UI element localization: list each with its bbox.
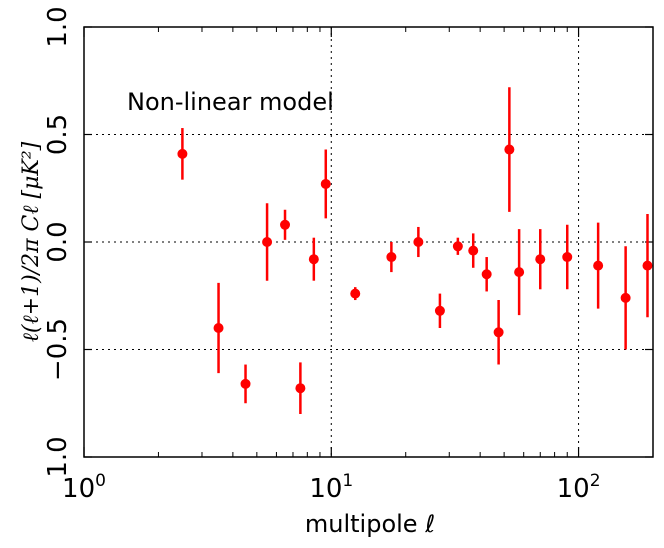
x-tick-label: 100 bbox=[62, 471, 106, 504]
grid-lines bbox=[84, 27, 653, 457]
data-marker bbox=[320, 178, 331, 189]
data-marker bbox=[386, 252, 397, 263]
data-marker bbox=[535, 254, 546, 265]
data-marker bbox=[240, 378, 251, 389]
y-tick-label: 0.0 bbox=[43, 221, 73, 262]
data-point-6 bbox=[295, 362, 306, 414]
data-point-14 bbox=[468, 233, 479, 268]
y-axis-label: ℓ(ℓ+1)/2π Cℓ [μK²] bbox=[19, 141, 44, 342]
data-point-3 bbox=[240, 364, 251, 404]
data-point-23 bbox=[642, 214, 653, 318]
y-tick-label: −0.5 bbox=[43, 318, 73, 381]
y-tick-label: 0.5 bbox=[43, 114, 73, 155]
data-point-22 bbox=[620, 246, 631, 350]
data-marker bbox=[262, 237, 273, 247]
data-point-1 bbox=[177, 128, 188, 180]
data-point-18 bbox=[514, 229, 525, 316]
data-marker bbox=[481, 269, 492, 280]
plot-frame bbox=[83, 26, 654, 458]
data-point-15 bbox=[481, 257, 492, 292]
data-marker bbox=[642, 260, 653, 271]
data-marker bbox=[468, 245, 479, 256]
data-marker bbox=[280, 219, 291, 230]
x-axis-label: multipole ℓ bbox=[305, 510, 435, 538]
data-marker bbox=[413, 237, 424, 247]
data-point-17 bbox=[504, 87, 515, 212]
data-marker bbox=[308, 254, 319, 265]
data-marker bbox=[213, 323, 224, 333]
y-tick-label: 1.0 bbox=[43, 6, 73, 47]
data-marker bbox=[593, 260, 604, 271]
data-point-5 bbox=[280, 209, 291, 240]
data-point-9 bbox=[350, 287, 361, 301]
data-marker bbox=[504, 144, 515, 155]
data-marker bbox=[562, 252, 573, 263]
data-marker bbox=[514, 267, 525, 278]
data-point-13 bbox=[452, 237, 463, 255]
data-marker bbox=[350, 288, 361, 299]
data-point-7 bbox=[308, 237, 319, 281]
data-marker bbox=[452, 241, 463, 252]
data-point-12 bbox=[434, 293, 445, 328]
data-point-19 bbox=[535, 229, 546, 290]
data-point-20 bbox=[562, 224, 573, 290]
x-tick-label: 101 bbox=[309, 471, 353, 504]
data-marker bbox=[434, 305, 445, 316]
annotation-text: Non-linear model bbox=[127, 88, 334, 116]
data-point-8 bbox=[320, 149, 331, 219]
data-marker bbox=[493, 327, 504, 338]
data-marker bbox=[295, 383, 306, 394]
y-tick-label: 1.0 bbox=[43, 436, 73, 477]
data-series bbox=[177, 87, 653, 414]
data-marker bbox=[620, 292, 631, 303]
data-point-16 bbox=[493, 300, 504, 365]
data-point-10 bbox=[386, 242, 397, 273]
data-point-21 bbox=[593, 222, 604, 309]
data-marker bbox=[177, 148, 188, 159]
data-point-11 bbox=[413, 226, 424, 258]
x-tick-label: 102 bbox=[557, 471, 601, 504]
data-point-2 bbox=[213, 282, 224, 374]
data-point-4 bbox=[262, 203, 273, 281]
